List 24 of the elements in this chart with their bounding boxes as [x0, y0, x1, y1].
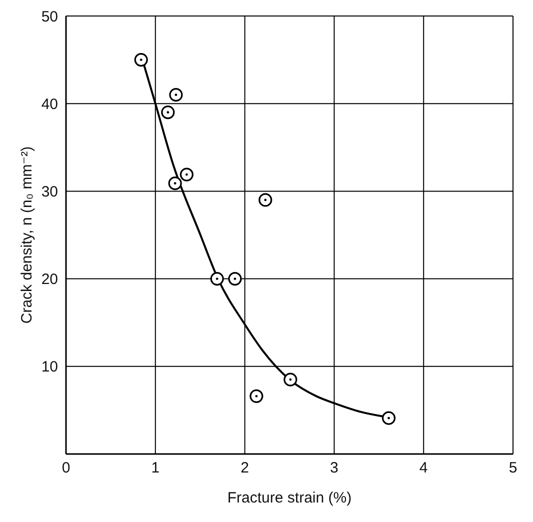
- point: [161, 106, 175, 120]
- point: [228, 272, 242, 286]
- point: [169, 88, 183, 102]
- x-tick-label: 2: [240, 460, 249, 477]
- y-tick-label: 20: [41, 271, 58, 288]
- x-axis-title: Fracture strain (%): [227, 490, 352, 507]
- x-tick-label: 5: [508, 460, 518, 477]
- x-tick-label: 3: [330, 460, 338, 477]
- point: [258, 193, 272, 207]
- x-tick-label: 0: [62, 460, 70, 477]
- point: [382, 411, 396, 425]
- point: [284, 372, 298, 386]
- y-axis-title: Crack density, n (n₀ mm⁻²): [18, 146, 36, 324]
- point: [180, 168, 194, 182]
- y-tick-label: 10: [41, 358, 58, 376]
- y-tick-label: 40: [41, 96, 58, 113]
- y-tick-label: 50: [41, 8, 58, 26]
- point: [168, 176, 182, 190]
- y-tick-label: 30: [41, 184, 58, 201]
- point: [250, 389, 264, 403]
- point: [210, 272, 224, 286]
- x-tick-label: 4: [419, 460, 428, 477]
- x-tick-label: 1: [151, 460, 160, 477]
- point: [134, 53, 148, 67]
